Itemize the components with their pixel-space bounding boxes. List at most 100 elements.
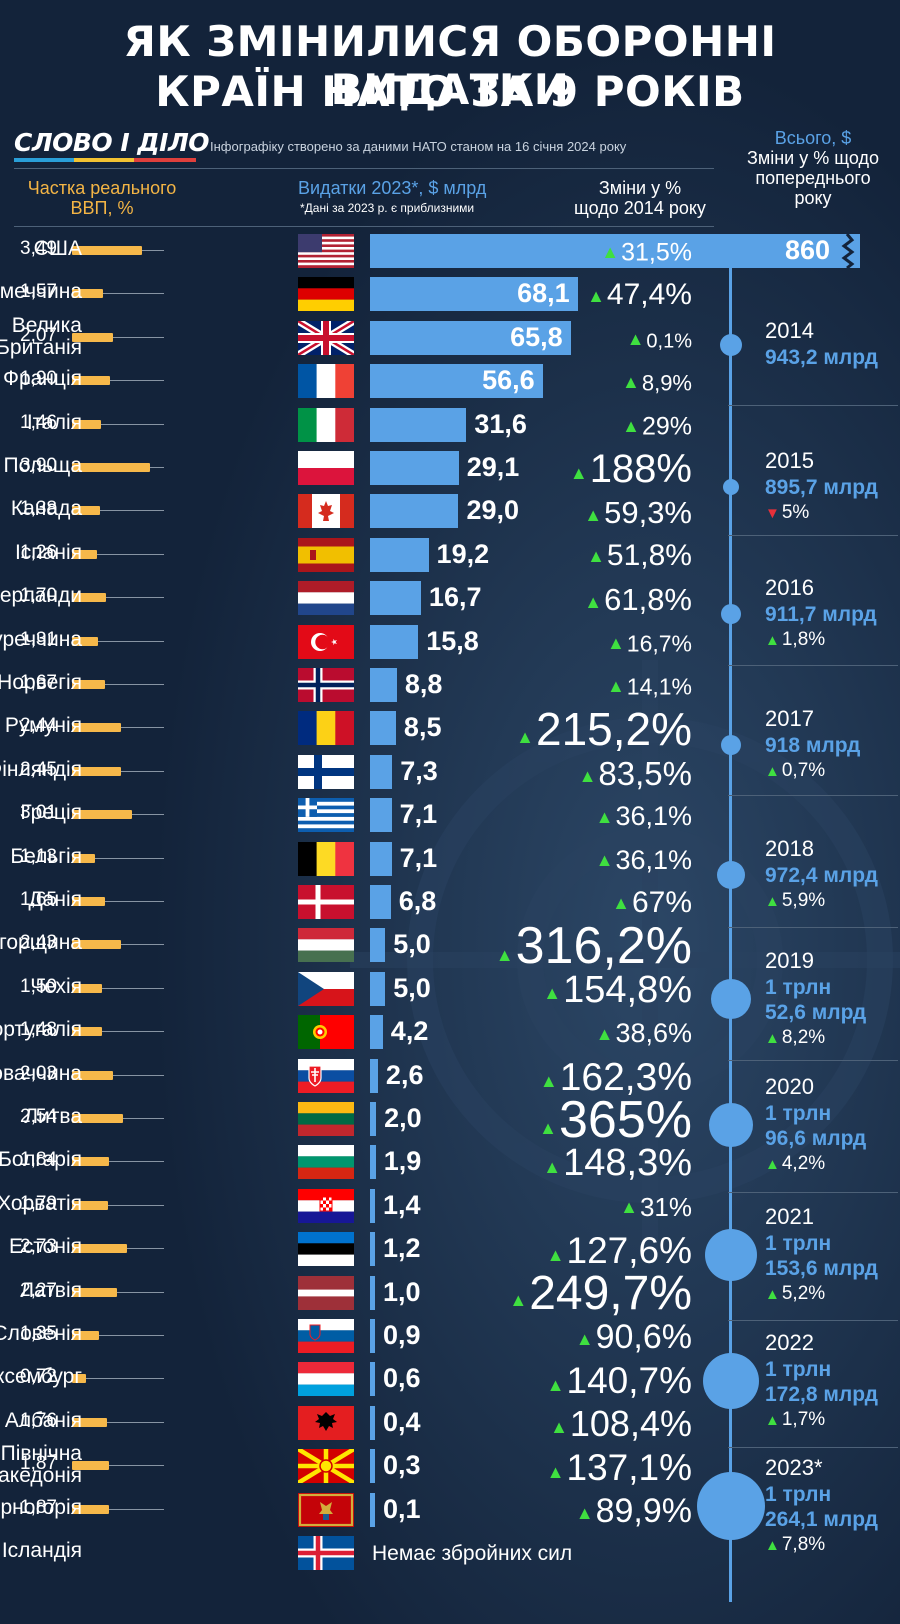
gdp-guide-line (72, 987, 164, 989)
timeline-total: 1 трлн 52,6 млрд (765, 976, 867, 1024)
gdp-share-bar (72, 1417, 108, 1427)
spending-bar (370, 1492, 375, 1527)
gdp-share-bar (72, 810, 133, 820)
spending-bar (370, 1319, 375, 1353)
gdp-share-value: 1,84 (20, 1149, 57, 1171)
change-since-2014: ▲188% (570, 449, 692, 493)
spending-bar (370, 234, 860, 268)
timeline-year: 2019 (765, 948, 814, 973)
spending-value: 7,3 (400, 755, 438, 786)
gdp-share-bar (72, 246, 142, 255)
table-row: 1,84 Болгарія 1,9 ▲148,3% (0, 1141, 712, 1185)
country-name: Туреччина (0, 627, 82, 651)
gdp-share-bar (72, 1200, 108, 1210)
latvia-flag (298, 1275, 354, 1310)
gdp-guide-line (72, 684, 164, 685)
spending-value: 0,3 (383, 1450, 421, 1481)
change-since-2014: ▲36,1% (596, 846, 692, 874)
change-value: 8,9% (641, 370, 692, 396)
up-arrow-icon: ▲ (546, 1374, 565, 1395)
change-since-2014: ▲140,7% (547, 1362, 692, 1403)
gdp-guide-line (72, 553, 164, 555)
change-since-2014: ▲249,7% (509, 1266, 692, 1324)
gdp-guide-line (72, 293, 164, 295)
gdp-share-value: 2,03 (20, 1062, 57, 1084)
gdp-share-value: 2,45 (20, 758, 57, 780)
country-name: Греція (20, 801, 82, 825)
timeline-change: ▲ 0,7% (765, 760, 825, 782)
gdp-guide-line (72, 901, 164, 902)
change-value: 249,7% (529, 1266, 692, 1320)
table-row: 2,44 Румунія 8,5 ▲215,2% (0, 706, 712, 752)
timeline-total: 972,4 млрд (765, 864, 878, 887)
spending-value: 1,2 (383, 1233, 421, 1264)
table-row: 1,31Туреччина 15,8 ▲16,7% (0, 621, 712, 665)
spending-bar (370, 1015, 383, 1050)
spending-bar (370, 928, 386, 963)
country-name: Велика Британія (0, 313, 82, 359)
gdp-share-value: 2,07 (20, 324, 57, 346)
gdp-share-bar (72, 1331, 99, 1340)
up-arrow-icon: ▲ (495, 944, 514, 965)
change-since-2014: ▲29% (622, 414, 692, 440)
change-value: 316,2% (515, 917, 692, 976)
up-arrow-icon: ▲ (587, 546, 605, 567)
spending-value: 15,8 (426, 625, 479, 656)
gdp-guide-line (72, 336, 164, 338)
up-arrow-icon: ▲ (765, 1030, 780, 1047)
total-change-line-2: попереднього (755, 168, 871, 188)
gdp-share-value: 1,26 (20, 541, 57, 563)
spending-value: 0,1 (383, 1493, 421, 1524)
timeline-change-value: 4,2% (781, 1153, 826, 1174)
title-line-2: КРАЇН НАТО ЗА 9 РОКІВ (155, 67, 745, 116)
gdp-share-bar (72, 289, 104, 299)
country-name: Литва (24, 1105, 82, 1128)
gdp-guide-line (72, 423, 164, 425)
spending-value: 8,5 (403, 712, 442, 743)
spend-note: *Дані за 2023 р. є приблизними (300, 201, 475, 215)
spending-bar (370, 1102, 377, 1136)
change-value: 47,4% (606, 278, 692, 312)
hungary-flag (298, 928, 354, 963)
gdp-share-bar (72, 766, 121, 776)
spending-value: 860 (784, 235, 830, 265)
total-change-line-1: Зміни у % щодо (747, 148, 879, 168)
timeline-year: 2021 (765, 1204, 814, 1229)
up-arrow-icon: ▲ (595, 1023, 614, 1044)
table-row: 1,38 Канада 29,0 ▲59,3% (0, 490, 712, 534)
spending-value: 65,8 (510, 321, 563, 352)
czechia-flag (298, 971, 354, 1006)
change-value: 14,1% (626, 673, 692, 700)
table-row: 1,87Чорногорія 0,1 ▲89,9% (0, 1489, 712, 1533)
change-value: 38,6% (615, 1018, 692, 1049)
gdp-share-value: 1,13 (20, 845, 57, 867)
gdp-share-bar (72, 549, 98, 559)
gdp-guide-line (72, 1378, 164, 1380)
up-arrow-icon: ▲ (606, 632, 625, 653)
change-since-2014: ▲36,1% (596, 803, 692, 830)
table-row: 2,27 Латвія 1,0 ▲249,7% (0, 1269, 712, 1317)
country-name: Словаччина (0, 1061, 82, 1085)
gdp-share-bar (72, 332, 114, 342)
gdp-share-value: 1,35 (20, 1323, 57, 1344)
country-name: Норвегія (0, 671, 82, 694)
timeline-divider (728, 1320, 898, 1321)
timeline-change: ▲ 4,2% (765, 1153, 825, 1175)
spending-bar (370, 754, 393, 789)
timeline-change-value: 7,8% (781, 1534, 826, 1555)
spending-bar (370, 537, 429, 572)
country-name: Польща (3, 454, 82, 477)
change-since-2014: ▲51,8% (587, 540, 692, 571)
up-arrow-icon: ▲ (587, 285, 605, 306)
italy-flag (298, 407, 354, 442)
timeline-marker (720, 734, 741, 755)
country-name: Португалія (0, 1018, 82, 1042)
timeline-divider (728, 1060, 898, 1061)
gdp-share-value: 2,54 (20, 1106, 57, 1127)
country-name: Німеччина (0, 280, 82, 304)
table-row: 1,46 Італія 31,6 ▲29% (0, 404, 712, 448)
up-arrow-icon: ▲ (612, 893, 630, 914)
spending-value: 1,9 (383, 1146, 422, 1177)
change-value: 29% (641, 412, 692, 441)
spending-value: 1,4 (383, 1189, 421, 1220)
